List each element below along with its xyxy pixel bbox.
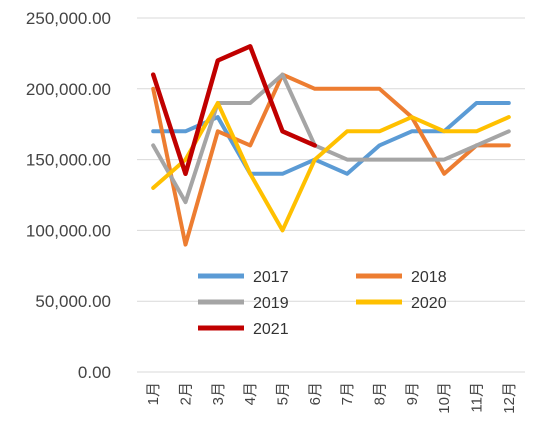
y-tick-label: 50,000.00 [35, 292, 111, 311]
y-tick-label: 100,000.00 [26, 221, 111, 240]
legend-label-2020: 2020 [411, 295, 447, 312]
x-tick-label: 6月 [307, 382, 324, 405]
x-tick-label: 9月 [404, 382, 421, 405]
x-tick-label: 7月 [339, 382, 356, 405]
x-tick-label: 5月 [275, 382, 292, 405]
y-tick-label: 150,000.00 [26, 151, 111, 170]
x-tick-label: 12月 [501, 382, 518, 414]
x-tick-label: 3月 [210, 382, 227, 405]
legend-label-2019: 2019 [253, 295, 289, 312]
series-line-2020 [151, 101, 511, 233]
x-tick-label: 11月 [469, 382, 486, 413]
x-tick-label: 8月 [372, 382, 389, 405]
series-line-2018 [151, 72, 511, 247]
legend: 2017 2018 2019 2020 2021 [198, 269, 447, 338]
series-line-2021 [150, 44, 318, 177]
x-tick-label: 2月 [178, 382, 195, 405]
legend-label-2017: 2017 [253, 269, 289, 286]
series-line-2019 [151, 72, 511, 205]
x-tick-label: 4月 [242, 382, 259, 405]
legend-label-2021: 2021 [253, 321, 289, 338]
y-tick-label: 250,000.00 [26, 9, 111, 28]
y-tick-label: 0.00 [78, 363, 111, 382]
y-tick-label: 200,000.00 [26, 80, 111, 99]
y-axis-ticks: 0.00 50,000.00 100,000.00 150,000.00 200,000… [26, 9, 111, 382]
gridlines [137, 17, 525, 373]
x-axis-ticks: 1月 2月 3月 4月 5月 6月 7月 8月 9月 10月 11月 12月 [145, 382, 518, 414]
legend-label-2018: 2018 [411, 269, 447, 286]
x-tick-label: 1月 [145, 382, 162, 405]
series-lines [150, 44, 511, 247]
x-tick-label: 10月 [436, 382, 453, 414]
